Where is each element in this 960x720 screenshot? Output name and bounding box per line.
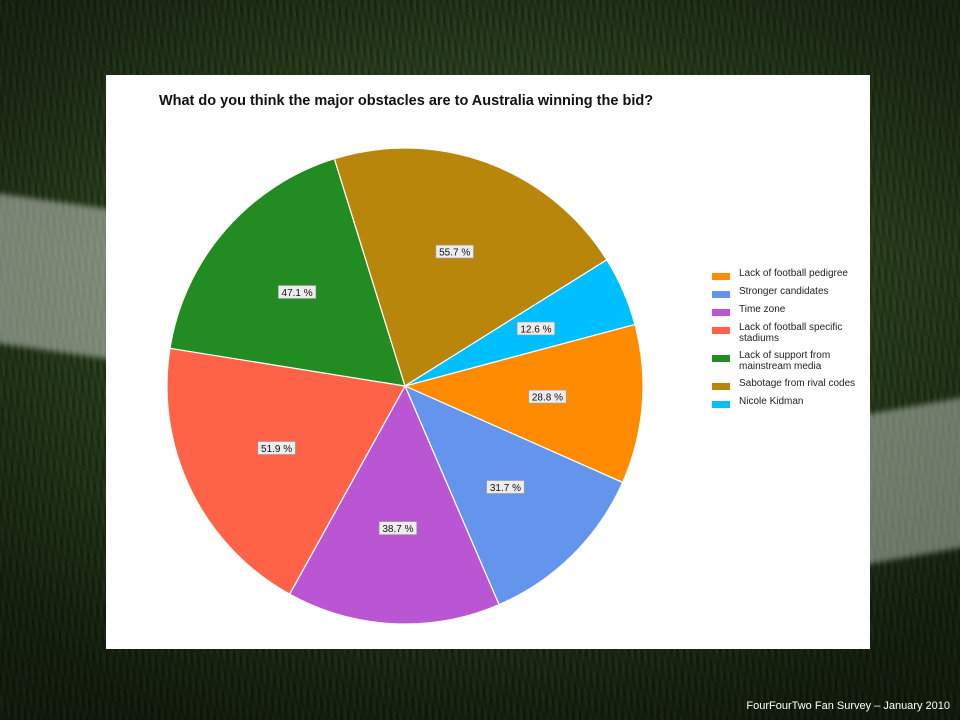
data-label-box [278,285,317,299]
legend-swatch [712,383,730,390]
legend-item: Nicole Kidman [712,396,862,408]
legend-item: Sabotage from rival codes [712,378,862,390]
data-label-box [486,480,525,494]
turf-line-left [0,190,110,360]
chart-panel: What do you think the major obstacles ar… [106,75,870,649]
pie-slice [403,323,644,484]
pie-slice [169,157,406,387]
legend-label: Lack of support from mainstream media [739,350,831,372]
pie-slice [288,384,500,625]
legend-item: Lack of support from mainstream media [712,350,862,372]
data-label-box [528,389,567,404]
data-label: 12.6 % [520,325,551,336]
pie-chart: 28.8 % 31.7 % 38.7 % 51.9 % 47.1 % 55.7 % 12.6… [166,147,644,625]
data-label-box [257,441,296,455]
turf-line-right [860,394,960,566]
legend-swatch [712,327,730,334]
pie-slice [403,384,624,606]
pie-slice [333,147,608,387]
data-label-box [378,521,418,535]
chart-title: What do you think the major obstacles ar… [158,93,654,109]
data-label: 31.7 % [490,483,521,494]
data-label: 51.9 % [261,444,292,455]
chart-legend: Lack of football pedigree Stronger candid… [712,268,862,414]
legend-label: Lack of football pedigree [739,268,848,279]
footer-source: FourFourTwo Fan Survey – January 2010 [746,700,950,712]
legend-swatch [712,309,730,316]
data-label: 47.1 % [282,288,313,299]
legend-label: Stronger candidates [739,286,829,297]
legend-swatch [712,401,730,408]
pie-slice [166,347,406,595]
data-label: 38.7 % [382,524,413,535]
legend-swatch [712,291,730,298]
legend-label: Nicole Kidman [739,396,804,407]
legend-swatch [712,273,730,280]
data-label-box [516,321,556,336]
legend-item: Time zone [712,304,862,316]
legend-label: Lack of football specific stadiums [739,322,843,344]
legend-item: Lack of football pedigree [712,268,862,280]
legend-label: Time zone [739,304,786,315]
data-label: 55.7 % [439,248,470,259]
legend-label: Sabotage from rival codes [739,378,856,389]
data-label-box [435,244,474,259]
legend-item: Lack of football specific stadiums [712,322,862,344]
data-label: 28.8 % [532,393,563,404]
legend-swatch [712,355,730,362]
legend-item: Stronger candidates [712,286,862,298]
